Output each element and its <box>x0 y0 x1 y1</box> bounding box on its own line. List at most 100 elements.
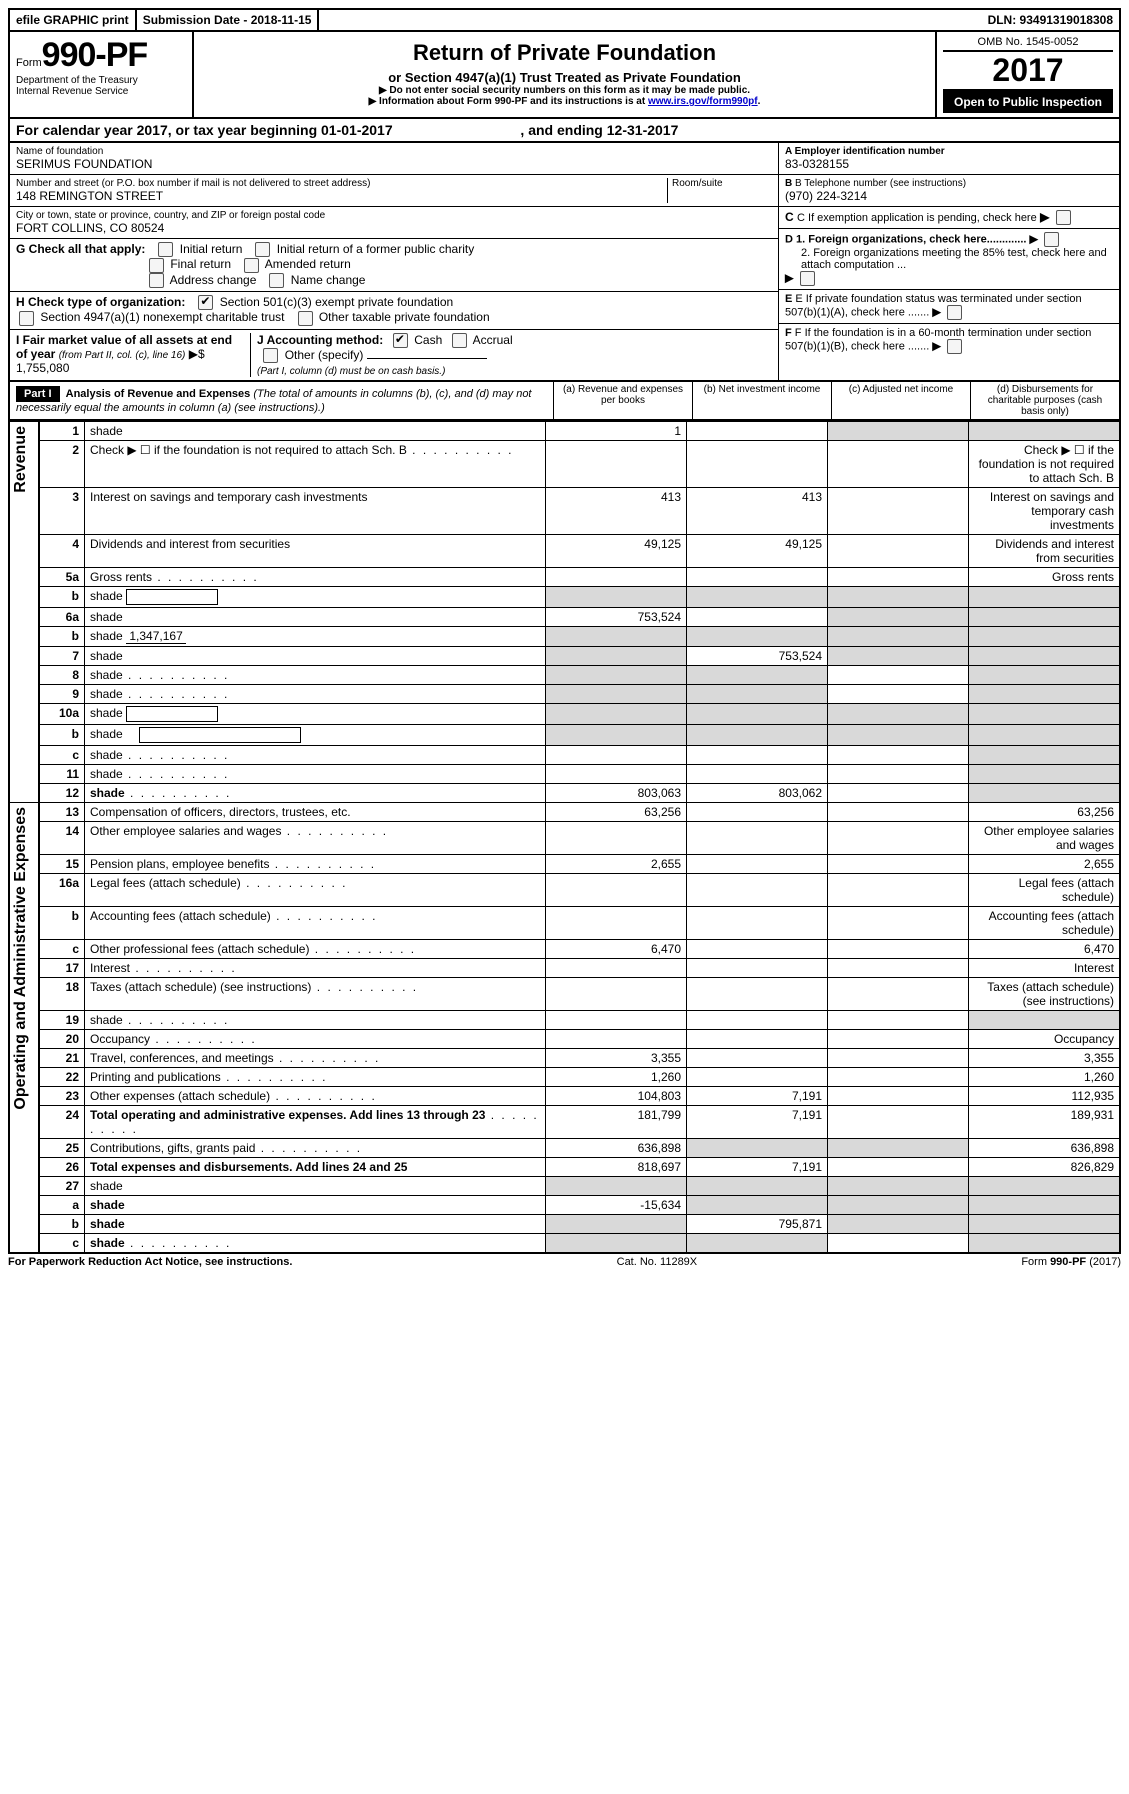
cell-value <box>687 940 828 959</box>
form-title: Return of Private Foundation <box>200 40 929 66</box>
cell-value: 413 <box>687 488 828 535</box>
cell-shaded <box>687 704 828 725</box>
checkbox-exemption-pending[interactable] <box>1056 210 1071 225</box>
section-d: D 1. Foreign organizations, check here..… <box>779 229 1119 290</box>
col-a-head: (a) Revenue and expenses per books <box>553 382 692 419</box>
checkbox-address-change[interactable] <box>149 273 164 288</box>
checkbox-other-taxable[interactable] <box>298 311 313 326</box>
checkbox-60month[interactable] <box>947 339 962 354</box>
dept-label: Department of the Treasury <box>16 75 186 86</box>
cell-value <box>828 1049 969 1068</box>
part1-badge: Part I <box>16 386 60 402</box>
cell-shaded <box>687 666 828 685</box>
cell-value <box>687 907 828 940</box>
line-number: 12 <box>39 784 85 803</box>
open-public-badge: Open to Public Inspection <box>943 89 1113 113</box>
line-desc: Compensation of officers, directors, tru… <box>85 803 546 822</box>
cell-shaded <box>828 627 969 647</box>
line-row: bshade <box>9 725 1120 746</box>
cell-shaded <box>969 784 1121 803</box>
line-desc: Total expenses and disbursements. Add li… <box>85 1158 546 1177</box>
checkbox-501c3[interactable] <box>198 295 213 310</box>
checkbox-accrual[interactable] <box>452 333 467 348</box>
col-d-head: (d) Disbursements for charitable purpose… <box>970 382 1119 419</box>
cell-shaded <box>546 587 687 608</box>
line-row: 17InterestInterest <box>9 959 1120 978</box>
cell-value <box>687 1011 828 1030</box>
checkbox-foreign-org[interactable] <box>1044 232 1059 247</box>
line-row: 27shade <box>9 1177 1120 1196</box>
cell-value <box>546 978 687 1011</box>
cell-shaded <box>828 608 969 627</box>
checkbox-85pct[interactable] <box>800 271 815 286</box>
cell-shaded <box>828 1196 969 1215</box>
line-desc: Taxes (attach schedule) (see instruction… <box>85 978 546 1011</box>
cell-value <box>687 568 828 587</box>
line-number: 3 <box>39 488 85 535</box>
checkbox-terminated[interactable] <box>947 305 962 320</box>
cell-value: 2,655 <box>546 855 687 874</box>
line-row: cOther professional fees (attach schedul… <box>9 940 1120 959</box>
efile-label: efile GRAPHIC print <box>10 10 137 30</box>
phone-value: (970) 224-3214 <box>785 189 1113 203</box>
cell-value <box>687 822 828 855</box>
cell-value: Interest on savings and temporary cash i… <box>969 488 1121 535</box>
cell-value <box>687 978 828 1011</box>
line-number: b <box>39 1215 85 1234</box>
d2-label: 2. Foreign organizations meeting the 85%… <box>785 247 1113 271</box>
cell-value <box>828 488 969 535</box>
line-desc: Total operating and administrative expen… <box>85 1106 546 1139</box>
cell-shaded <box>687 587 828 608</box>
g-opt-4: Address change <box>170 273 257 287</box>
checkbox-name-change[interactable] <box>269 273 284 288</box>
cell-value: 6,470 <box>546 940 687 959</box>
cell-shaded <box>546 647 687 666</box>
dln: DLN: 93491319018308 <box>319 10 1119 30</box>
cell-shaded <box>828 422 969 441</box>
line-desc: shade <box>85 784 546 803</box>
addr-label: Number and street (or P.O. box number if… <box>16 178 667 189</box>
cell-value <box>546 874 687 907</box>
line-row: 26Total expenses and disbursements. Add … <box>9 1158 1120 1177</box>
cell-value: 189,931 <box>969 1106 1121 1139</box>
cal-pre: For calendar year 2017, or tax year begi… <box>16 122 321 138</box>
cell-value: 1,260 <box>969 1068 1121 1087</box>
cell-value <box>687 1068 828 1087</box>
line-number: 2 <box>39 441 85 488</box>
line-number: 19 <box>39 1011 85 1030</box>
cell-shaded <box>687 685 828 704</box>
line-number: 23 <box>39 1087 85 1106</box>
checkbox-4947[interactable] <box>19 311 34 326</box>
cell-value <box>828 685 969 704</box>
cell-value: 636,898 <box>546 1139 687 1158</box>
line-desc: Occupancy <box>85 1030 546 1049</box>
checkbox-initial-return[interactable] <box>158 242 173 257</box>
part1-header-row: Part I Analysis of Revenue and Expenses … <box>8 382 1121 421</box>
form-number: 990-PF <box>42 36 148 74</box>
room-label: Room/suite <box>672 178 772 189</box>
note2-pre: ▶ Information about Form 990-PF and its … <box>369 96 648 107</box>
cell-value: Occupancy <box>969 1030 1121 1049</box>
checkbox-final-return[interactable] <box>149 258 164 273</box>
line-number: 20 <box>39 1030 85 1049</box>
cell-value <box>828 1106 969 1139</box>
checkbox-initial-former[interactable] <box>255 242 270 257</box>
checkbox-amended[interactable] <box>244 258 259 273</box>
city-state-zip: FORT COLLINS, CO 80524 <box>16 221 772 235</box>
instructions-link[interactable]: www.irs.gov/form990pf <box>648 96 758 107</box>
cal-begin: 01-01-2017 <box>321 122 393 138</box>
line-desc: shade <box>85 422 546 441</box>
col-c-head: (c) Adjusted net income <box>831 382 970 419</box>
checkbox-other-method[interactable] <box>263 348 278 363</box>
entity-right: A Employer identification number 83-0328… <box>778 143 1119 380</box>
line-desc: shade <box>85 725 546 746</box>
line-number: 11 <box>39 765 85 784</box>
checkbox-cash[interactable] <box>393 333 408 348</box>
cell-value <box>828 784 969 803</box>
line-number: 14 <box>39 822 85 855</box>
cell-shaded <box>969 725 1121 746</box>
foundation-name: SERIMUS FOUNDATION <box>16 157 772 171</box>
line-desc: shade <box>85 1177 546 1196</box>
section-c: C C If exemption application is pending,… <box>779 207 1119 229</box>
line-row: 18Taxes (attach schedule) (see instructi… <box>9 978 1120 1011</box>
